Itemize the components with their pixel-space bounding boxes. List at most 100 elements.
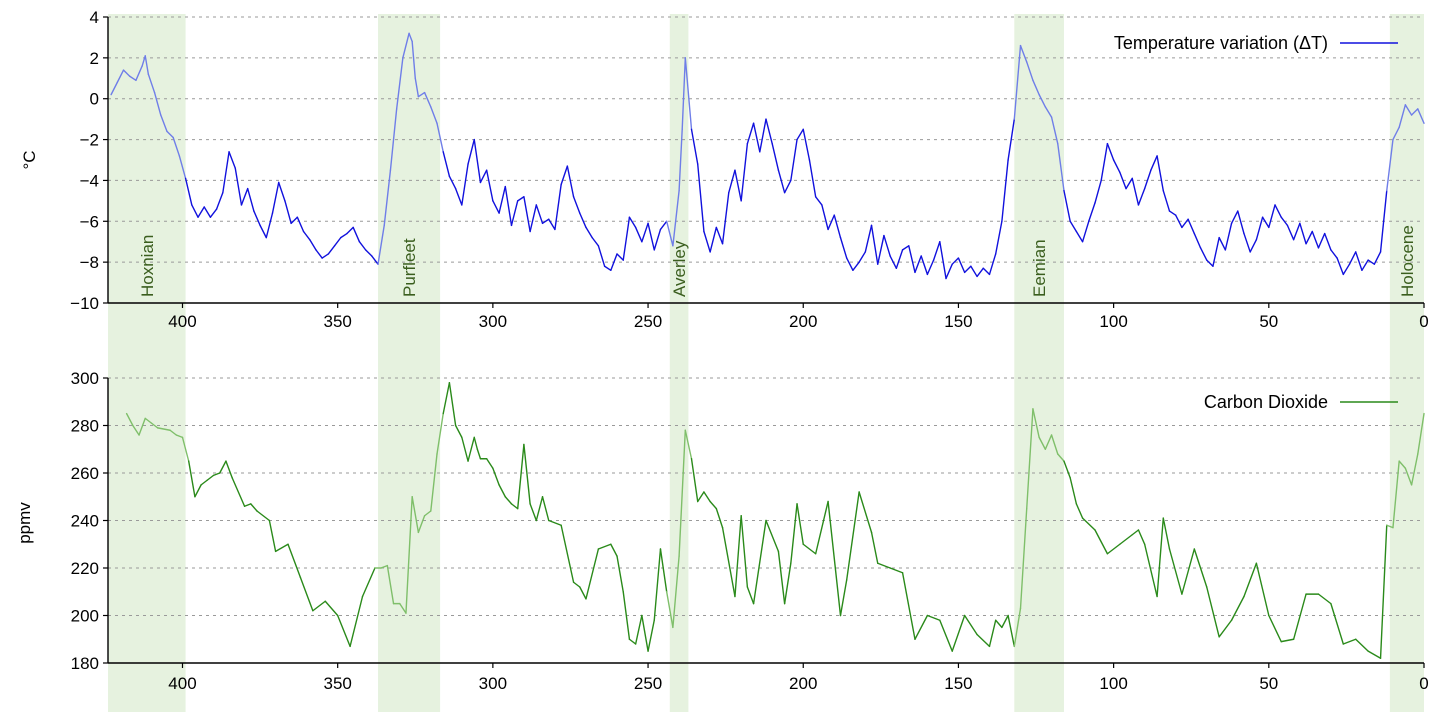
temperature-line-segment (442, 151, 451, 178)
temperature-line-segment (259, 224, 267, 239)
co2-line-segment (988, 619, 997, 648)
temperature-line-segment (1057, 142, 1065, 192)
co2-line-segment (336, 614, 351, 648)
temperature-line-segment (895, 249, 904, 269)
temperature-line-segment (1280, 216, 1289, 227)
temperature-line-segment (309, 238, 317, 251)
co2-line-segment (814, 500, 829, 555)
temperature-line-segment (473, 138, 482, 184)
y-axis-label: °C (20, 150, 39, 169)
y-tick-label: −10 (70, 294, 99, 313)
temperature-line-segment (333, 236, 342, 247)
co2-line-segment (1386, 524, 1394, 529)
co2-line-segment (1044, 434, 1053, 450)
interglacial-label: Purfleet (400, 238, 419, 297)
temperature-line-segment (1026, 61, 1034, 82)
co2-line-segment (1404, 467, 1413, 486)
temperature-line-segment (616, 253, 624, 261)
temperature-line-segment (1199, 247, 1208, 261)
co2-line-segment (740, 515, 749, 588)
co2-line-segment (476, 448, 482, 460)
temperature-line-segment (721, 191, 730, 245)
co2-line-segment (622, 591, 631, 640)
co2-line-segment (274, 543, 289, 553)
co2-line-segment (448, 382, 457, 427)
temperature-line-segment (129, 75, 137, 82)
temperature-line-segment (346, 226, 354, 235)
temperature-line-segment (1156, 155, 1164, 192)
co2-line-segment (206, 474, 215, 481)
co2-line-segment (442, 382, 451, 415)
co2-line-segment (268, 519, 277, 553)
temperature-line-segment (622, 216, 631, 261)
co2-line-segment (951, 614, 966, 652)
temperature-line-segment (746, 122, 755, 145)
temperature-line-segment (271, 181, 280, 214)
y-tick-label: 0 (90, 90, 99, 109)
co2-line-segment (845, 491, 860, 581)
y-tick-label: 2 (90, 49, 99, 68)
temperature-line-segment (284, 200, 292, 225)
temperature-line-segment (628, 216, 637, 229)
co2-line-segment (194, 484, 202, 498)
co2-line-segment (510, 503, 519, 510)
co2-line-segment (616, 555, 624, 593)
temperature-line-segment (135, 65, 143, 82)
co2-line-segment (423, 510, 432, 517)
temperature-line-segment (759, 118, 767, 153)
temperature-line-segment (852, 261, 860, 272)
temperature-line-segment (777, 169, 786, 194)
temperature-line-segment (147, 73, 156, 94)
x-tick-label: 350 (323, 674, 351, 693)
x-tick-label: 350 (323, 312, 351, 331)
temperature-line-segment (423, 91, 432, 108)
co2-line-segment (610, 543, 618, 557)
co2-line-segment (349, 595, 364, 648)
temperature-line-segment (864, 224, 873, 253)
x-tick-label: 0 (1419, 312, 1428, 331)
co2-line-segment (231, 477, 246, 507)
temperature-line-segment (1106, 142, 1115, 161)
temperature-line-segment (634, 226, 643, 243)
co2-line-segment (1026, 408, 1034, 510)
co2-line-segment (1268, 614, 1282, 643)
temperature-line-segment (414, 77, 420, 98)
y-tick-label: 260 (71, 464, 99, 483)
temperature-line-segment (240, 187, 249, 206)
co2-line-segment (1081, 517, 1096, 531)
temperature-line-segment (1361, 259, 1369, 272)
temperature-line-segment (1019, 44, 1028, 63)
temperature-line-segment (110, 81, 119, 96)
co2-line-segment (473, 436, 479, 450)
temperature-line-segment (734, 169, 742, 202)
co2-line-segment (734, 515, 742, 598)
co2-line-segment (516, 443, 525, 510)
co2-line-segment (523, 443, 531, 505)
co2-line-segment (548, 519, 562, 526)
temperature-line-segment (479, 169, 488, 184)
temperature-line-segment (833, 214, 842, 239)
temperature-line-segment (1292, 222, 1301, 241)
co2-line-segment (709, 500, 718, 510)
co2-line-segment (1342, 638, 1357, 645)
temperature-line-segment (395, 57, 404, 110)
co2-line-segment (721, 526, 736, 598)
temperature-line-segment (1410, 108, 1419, 116)
temperature-line-segment (278, 181, 286, 202)
temperature-line-segment (982, 267, 991, 276)
co2-line-segment (659, 548, 668, 593)
temperature-line-segment (1311, 230, 1320, 249)
co2-line-segment (144, 417, 153, 424)
interglacial-label: Holocene (1398, 225, 1417, 297)
temperature-line-segment (703, 230, 711, 253)
temperature-line-segment (1274, 204, 1282, 218)
legend-label: Temperature variation (ΔT) (1114, 33, 1328, 53)
temperature-line-segment (653, 228, 662, 251)
co2-line-segment (976, 633, 991, 648)
co2-line-segment (1106, 543, 1121, 555)
temperature-line-segment (970, 265, 978, 278)
temperature-line-segment (315, 249, 323, 259)
temperature-line-segment (814, 196, 823, 206)
co2-line-segment (746, 586, 755, 605)
x-tick-label: 150 (944, 312, 972, 331)
